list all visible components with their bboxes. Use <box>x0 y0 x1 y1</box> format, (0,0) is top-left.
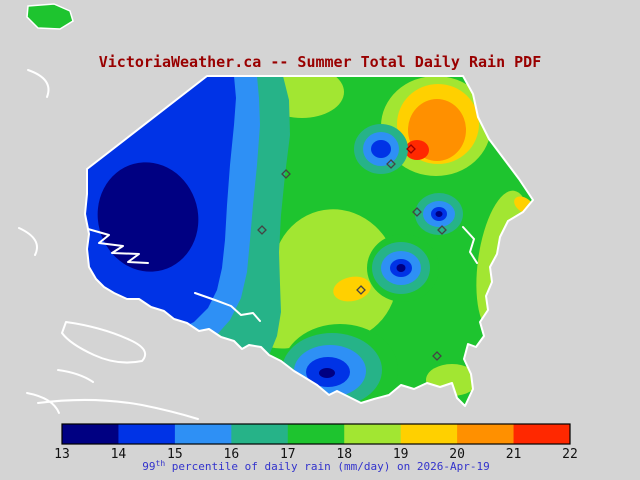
contour-lightgreen-southeast <box>426 364 478 396</box>
caption-superscript: th <box>156 459 166 468</box>
coastline-edge-sliver-1 <box>27 69 50 98</box>
colorbar-segment-14 <box>118 424 176 444</box>
colorbar-tick-18: 18 <box>336 447 352 462</box>
station-marker-diamond <box>406 144 416 154</box>
colorbar-tick-17: 17 <box>280 447 296 462</box>
colorbar-ticks: 13 14 15 16 17 18 19 20 21 22 <box>54 447 578 462</box>
station-markers <box>257 144 447 361</box>
colorbar-segment-13 <box>62 424 119 444</box>
colorbar-tick-19: 19 <box>393 447 409 462</box>
station-marker-diamond <box>437 225 447 235</box>
station-marker-diamond <box>281 169 291 179</box>
contour-navy-core-west <box>97 162 199 272</box>
colorbar-segment-16 <box>231 424 289 444</box>
edge-island-topleft <box>26 3 74 30</box>
contour-navy-spot-b <box>435 211 443 217</box>
station-marker-diamond <box>432 351 442 361</box>
coastline-edge-sliver-2 <box>18 227 38 256</box>
coastline-sooke-inlets <box>87 228 149 264</box>
figure-title: VictoriaWeather.ca -- Summer Total Daily… <box>99 53 542 71</box>
colorbar-segment-18 <box>344 424 402 444</box>
colorbar-tick-13: 13 <box>54 447 70 462</box>
coastline-southwest-shore <box>61 321 146 364</box>
station-marker-diamond <box>356 285 366 295</box>
colorbar-tick-14: 14 <box>111 447 127 462</box>
colorbar-tick-20: 20 <box>449 447 465 462</box>
colorbar-segment-20 <box>457 424 515 444</box>
contour-navy-spot-c <box>396 264 406 272</box>
contour-blue-spot-a <box>371 140 391 158</box>
colorbar-tick-16: 16 <box>224 447 240 462</box>
contour-field <box>85 76 533 406</box>
colorbar-segments <box>62 424 571 444</box>
colorbar-segment-15 <box>174 424 232 444</box>
coastline-southwest-detail <box>57 369 94 383</box>
colorbar-segment-21 <box>513 424 571 444</box>
colorbar-tick-15: 15 <box>167 447 183 462</box>
colorbar-border <box>61 423 571 445</box>
station-marker-diamond <box>412 207 422 217</box>
coastline-south-strait <box>37 398 199 420</box>
station-marker-diamond <box>257 225 267 235</box>
coastline-saanich-inlet <box>462 226 478 264</box>
colorbar: 13 14 15 16 17 18 19 20 21 22 99th percentile of … <box>54 423 578 473</box>
colorbar-caption: 99th percentile of daily rain (mm/day) o… <box>142 459 489 473</box>
contour-yellow-center <box>333 276 371 302</box>
contour-navy-spot-d <box>319 368 335 378</box>
station-marker-diamond <box>386 159 396 169</box>
coastline-harbour-inlet <box>194 292 261 322</box>
colorbar-segment-19 <box>400 424 458 444</box>
coastline-edge-sliver-3 <box>26 392 60 414</box>
colorbar-segment-17 <box>287 424 345 444</box>
colorbar-tick-21: 21 <box>506 447 522 462</box>
caption-text: percentile of daily rain (mm/day) on 202… <box>165 460 490 473</box>
colorbar-tick-22: 22 <box>562 447 578 462</box>
caption-number: 99 <box>142 460 155 473</box>
